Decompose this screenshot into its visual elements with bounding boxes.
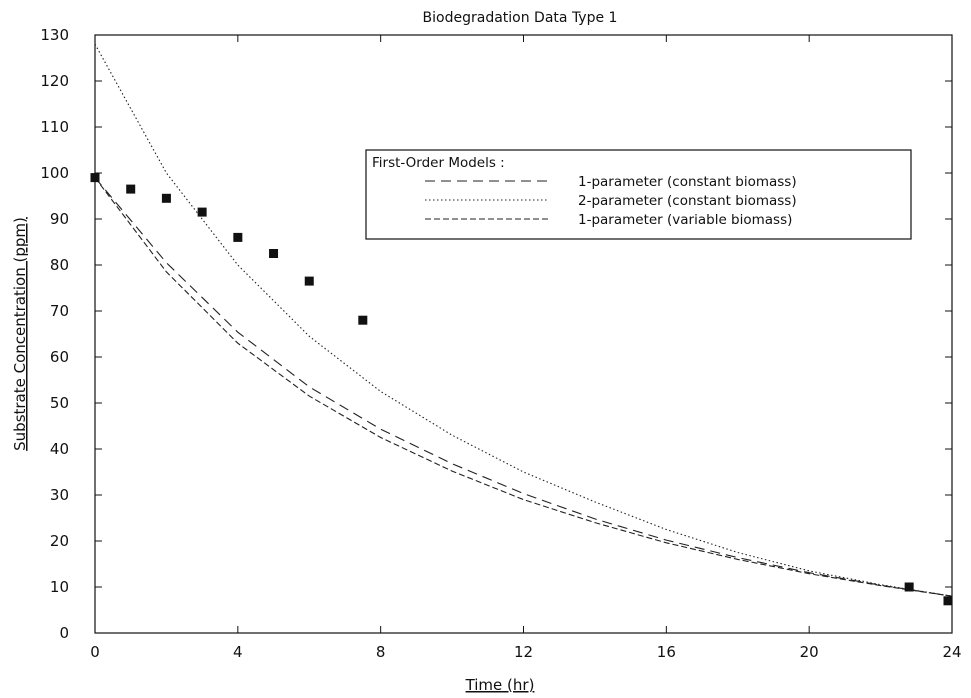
legend-label-1: 1-parameter (constant biomass) [578, 174, 797, 190]
chart-title: Biodegradation Data Type 1 [423, 10, 618, 26]
legend-title: First-Order Models : [372, 155, 505, 171]
x-tick-label: 16 [657, 643, 676, 661]
x-tick-label: 8 [376, 643, 386, 661]
data-point [358, 315, 368, 325]
legend: First-Order Models : 1-parameter (consta… [365, 149, 912, 240]
legend-label-2: 2-parameter (constant biomass) [578, 193, 797, 209]
observed-points [90, 173, 953, 606]
y-tick-label: 10 [50, 578, 69, 596]
x-axis-title: Time (hr) [465, 676, 535, 694]
y-axis: 0 10 20 30 40 50 60 70 80 90 100 110 120 130 [40, 26, 952, 642]
legend-label-3: 1-parameter (variable biomass) [578, 212, 792, 228]
x-axis: 0 4 8 12 16 20 24 [90, 35, 962, 661]
y-axis-title: Substrate Concentration (ppm) [11, 217, 29, 451]
y-tick-label: 80 [50, 256, 69, 274]
data-point [126, 184, 136, 194]
x-tick-label: 20 [800, 643, 819, 661]
y-tick-label: 20 [50, 532, 69, 550]
y-tick-label: 40 [50, 440, 69, 458]
data-point [161, 193, 171, 203]
y-tick-label: 0 [59, 624, 69, 642]
x-tick-label: 12 [514, 643, 533, 661]
y-tick-label: 50 [50, 394, 69, 412]
y-tick-label: 100 [40, 164, 69, 182]
series-layer [94, 43, 953, 597]
series-line-1 [94, 177, 953, 597]
x-tick-label: 0 [90, 643, 100, 661]
data-point [90, 173, 100, 183]
series-line-2 [94, 43, 953, 597]
plot-frame [94, 34, 953, 634]
data-point [197, 207, 207, 217]
y-tick-label: 120 [40, 72, 69, 90]
y-tick-label: 110 [40, 118, 69, 136]
x-tick-label: 4 [233, 643, 243, 661]
y-tick-label: 130 [40, 26, 69, 44]
legend-box [365, 149, 912, 240]
data-point [304, 276, 314, 286]
series-line-3 [94, 177, 953, 597]
y-tick-label: 30 [50, 486, 69, 504]
data-point [269, 249, 279, 258]
legend-entries: 1-parameter (constant biomass) 2-paramete… [425, 174, 797, 228]
data-point [904, 582, 914, 592]
y-tick-label: 70 [50, 302, 69, 320]
y-tick-label: 90 [50, 210, 69, 228]
data-point [943, 596, 953, 606]
y-tick-label: 60 [50, 348, 69, 366]
data-point [233, 232, 243, 242]
x-tick-label: 24 [942, 643, 961, 661]
